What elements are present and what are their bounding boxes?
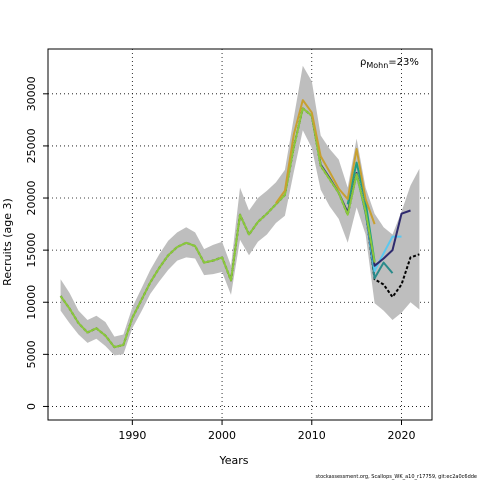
series-line-5 — [59, 107, 376, 349]
mohn-rho-value: =23% — [388, 57, 419, 68]
plot-frame — [47, 48, 433, 421]
grid-lines — [48, 49, 432, 420]
x-tick-label: 2020 — [387, 429, 415, 442]
mohn-rho-subscript: Mohn — [366, 61, 388, 70]
footer-credit: stockassessment.org, Scallops_WK_a10_r17… — [316, 474, 478, 480]
y-tick-label: 15000 — [25, 233, 38, 268]
series-line-6 — [275, 99, 376, 225]
mohn-rho-symbol: ρ — [360, 57, 366, 68]
x-tick-label: 1990 — [118, 429, 146, 442]
x-tick-label: 2010 — [298, 429, 326, 442]
y-tick-label: 25000 — [25, 128, 38, 163]
y-tick-label: 0 — [25, 403, 38, 410]
mohn-rho-annotation: ρMohn=23% — [360, 57, 419, 70]
y-tick-label: 20000 — [25, 181, 38, 216]
x-tick-label: 2000 — [208, 429, 236, 442]
y-tick-label: 10000 — [25, 285, 38, 320]
axes: 1990 2000 2010 2020 0 5000 10000 15000 20000 2500… — [25, 76, 415, 442]
y-axis-title: Recruits (age 3) — [1, 198, 14, 286]
x-axis-title: Years — [218, 454, 248, 467]
series-lines — [59, 99, 420, 349]
y-tick-label: 5000 — [25, 340, 38, 368]
y-tick-label: 30000 — [25, 76, 38, 111]
